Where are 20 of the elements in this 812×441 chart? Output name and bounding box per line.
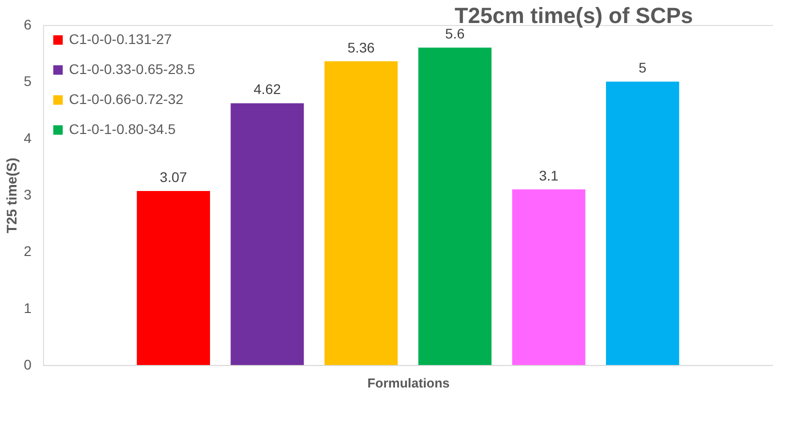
data-label: 5.6 <box>445 26 465 42</box>
legend-label: C1-0-1-0.80-34.5 <box>69 121 176 137</box>
data-label: 4.62 <box>254 81 282 98</box>
chart-title: T25cm time(s) of SCPs <box>454 3 693 28</box>
y-axis-title: T25 time(S) <box>4 158 20 234</box>
y-tick-label: 2 <box>24 243 32 260</box>
y-tick-label: 3 <box>24 186 32 202</box>
y-tick-label: 1 <box>24 300 32 316</box>
legend-label: C1-0-0-0.131-27 <box>69 31 172 47</box>
legend-label: C1-0-0.33-0.65-28.5 <box>69 61 196 77</box>
legend-label: C1-0-0.66-0.72-32 <box>69 91 184 107</box>
data-label: 3.1 <box>539 167 559 184</box>
y-tick-label: 5 <box>24 73 32 90</box>
y-tick-label: 4 <box>24 130 32 146</box>
data-label: 5 <box>638 60 647 76</box>
x-axis-title: Formulations <box>367 376 450 390</box>
data-label: 3.07 <box>160 169 188 186</box>
y-tick-label: 6 <box>24 16 32 32</box>
data-label: 5.36 <box>347 39 375 56</box>
y-tick-label: 0 <box>24 356 32 372</box>
